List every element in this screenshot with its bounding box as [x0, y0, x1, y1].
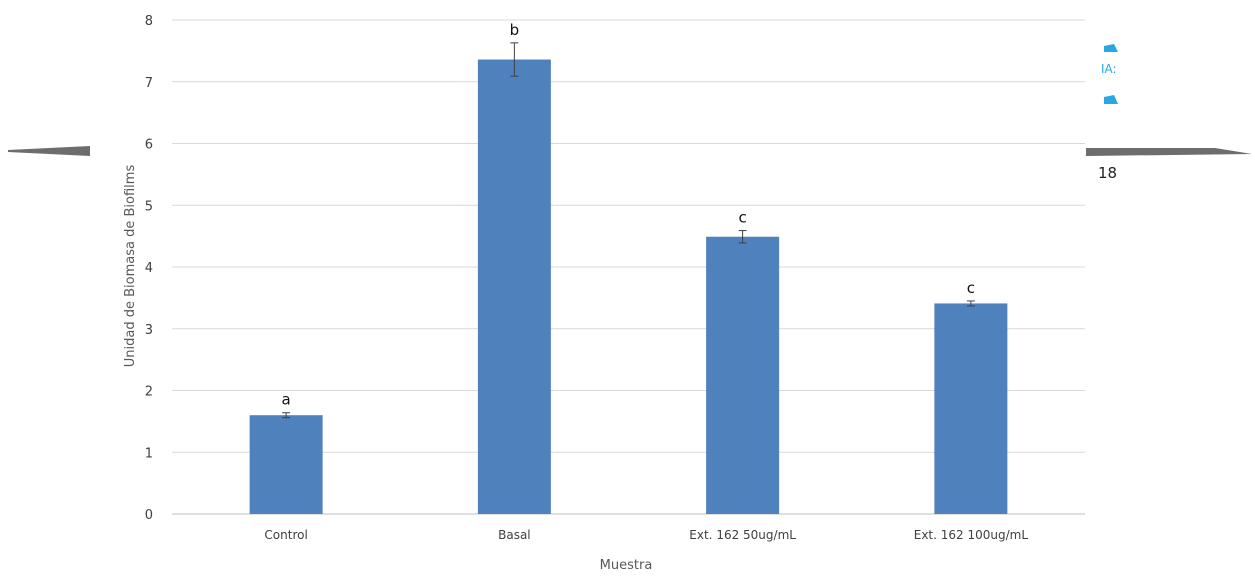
overlay-text-18: 18 — [1098, 164, 1117, 182]
y-tick-label: 6 — [145, 138, 153, 153]
y-tick-label: 4 — [145, 261, 153, 276]
y-axis-title: Unidad de Biomasa de Biofilms — [123, 165, 138, 368]
y-tick-label: 2 — [145, 385, 153, 400]
y-axis-ticks: 0 1 2 3 4 5 6 7 8 — [145, 14, 153, 523]
y-tick-label: 5 — [145, 199, 153, 214]
x-axis-categories: Control Basal Ext. 162 50ug/mL Ext. 162 100… — [264, 528, 1028, 542]
y-tick-label: 3 — [145, 323, 153, 338]
left-swoosh-line — [8, 146, 90, 156]
significance-label: c — [739, 209, 747, 227]
bar — [477, 59, 551, 515]
x-category-label: Ext. 162 50ug/mL — [689, 528, 796, 542]
error-bar — [510, 42, 519, 77]
error-bars — [282, 42, 975, 419]
significance-labels: a b c c — [282, 21, 975, 409]
significance-label: b — [510, 21, 520, 39]
y-tick-label: 7 — [145, 76, 153, 91]
x-category-label: Ext. 162 100ug/mL — [914, 528, 1029, 542]
x-category-label: Control — [264, 528, 307, 542]
accent-chevron-top — [1104, 44, 1118, 52]
right-swoosh-line — [1086, 148, 1252, 156]
bars — [249, 59, 1008, 515]
significance-label: c — [967, 279, 975, 297]
error-bar — [282, 412, 291, 419]
bar — [249, 415, 323, 514]
y-tick-label: 8 — [145, 14, 153, 29]
y-tick-label: 0 — [145, 508, 153, 523]
gridlines — [172, 19, 1085, 515]
bar — [934, 303, 1008, 514]
accent-chevron-bottom — [1104, 95, 1118, 104]
significance-label: a — [282, 391, 291, 409]
error-bar — [738, 230, 747, 244]
bar — [706, 236, 780, 514]
x-axis-title: Muestra — [600, 558, 653, 573]
error-bar — [966, 300, 975, 307]
overlay-text-ia: IA: — [1101, 62, 1117, 76]
x-category-label: Basal — [498, 528, 531, 542]
y-tick-label: 1 — [145, 446, 153, 461]
